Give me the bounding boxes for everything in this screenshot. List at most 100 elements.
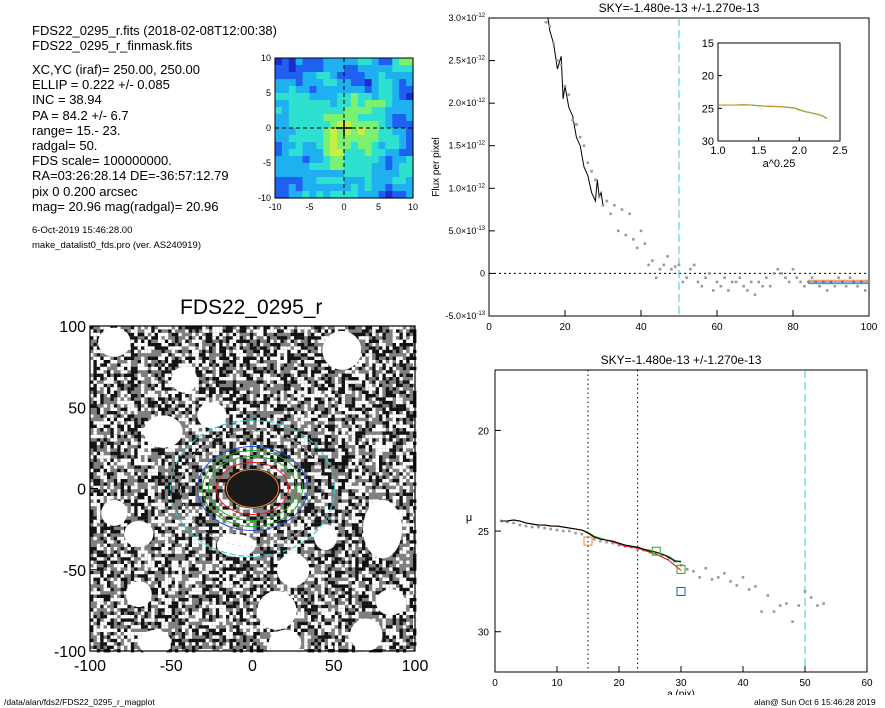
image-noise-pixel xyxy=(151,411,155,415)
image-noise-pixel xyxy=(209,543,213,547)
image-noise-pixel xyxy=(280,550,284,554)
image-noise-pixel xyxy=(178,441,182,445)
image-noise-pixel xyxy=(263,349,267,354)
image-noise-pixel xyxy=(270,628,274,632)
image-noise-pixel xyxy=(277,445,281,449)
image-noise-pixel xyxy=(195,421,199,425)
heatmap-cell xyxy=(302,100,311,108)
image-noise-pixel xyxy=(243,557,247,561)
image-noise-pixel xyxy=(338,492,342,496)
image-noise-pixel xyxy=(147,458,152,462)
image-noise-pixel xyxy=(341,618,345,622)
image-noise-pixel xyxy=(137,434,141,439)
image-noise-pixel xyxy=(144,329,148,333)
image-noise-pixel xyxy=(368,577,373,581)
image-noise-pixel xyxy=(277,530,281,534)
image-noise-pixel xyxy=(93,577,97,581)
image-noise-pixel xyxy=(283,336,288,340)
image-noise-pixel xyxy=(158,584,162,588)
image-noise-pixel xyxy=(389,625,393,629)
image-noise-pixel xyxy=(192,645,196,649)
image-noise-pixel xyxy=(127,332,131,337)
image-noise-pixel xyxy=(280,407,284,411)
heatmap-cell xyxy=(288,128,297,136)
heatmap-cell xyxy=(406,135,414,143)
image-noise-pixel xyxy=(130,349,135,354)
image-noise-pixel xyxy=(192,567,196,571)
heatmap-cell xyxy=(357,156,366,164)
image-noise-pixel xyxy=(362,482,366,486)
image-noise-pixel xyxy=(117,326,121,330)
image-noise-pixel xyxy=(300,519,305,524)
image-noise-pixel xyxy=(117,540,121,544)
image-noise-pixel xyxy=(328,567,332,571)
image-noise-pixel xyxy=(90,533,94,537)
image-noise-pixel xyxy=(379,417,383,422)
image-noise-pixel xyxy=(96,587,101,592)
image-noise-pixel xyxy=(399,441,403,445)
heatmap-cell xyxy=(406,65,414,73)
image-noise-pixel xyxy=(260,594,264,598)
image-noise-pixel xyxy=(311,540,315,544)
image-noise-pixel xyxy=(90,513,94,517)
image-noise-pixel xyxy=(209,394,213,398)
image-noise-pixel xyxy=(409,400,413,405)
image-noise-pixel xyxy=(314,353,318,357)
image-noise-pixel xyxy=(232,632,237,636)
image-noise-pixel xyxy=(134,567,138,571)
image-noise-pixel xyxy=(243,618,247,622)
image-noise-pixel xyxy=(409,343,413,347)
image-noise-pixel xyxy=(314,407,318,411)
image-noise-pixel xyxy=(219,424,223,428)
image-noise-pixel xyxy=(368,479,373,483)
image-noise-pixel xyxy=(348,621,352,626)
image-noise-pixel xyxy=(168,560,172,564)
image-noise-pixel xyxy=(297,441,301,445)
image-noise-pixel xyxy=(192,638,196,643)
image-noise-pixel xyxy=(229,567,233,571)
image-noise-pixel xyxy=(151,404,155,408)
heatmap-cell xyxy=(330,72,338,80)
image-noise-pixel xyxy=(168,635,172,639)
image-noise-pixel xyxy=(161,343,165,347)
image-noise-pixel xyxy=(406,438,410,442)
image-noise-pixel xyxy=(399,336,403,340)
image-noise-pixel xyxy=(215,547,220,551)
image-noise-pixel xyxy=(130,387,135,391)
image-noise-pixel xyxy=(328,465,332,469)
image-noise-pixel xyxy=(134,434,138,439)
image-noise-pixel xyxy=(341,458,345,462)
heatmap-cell xyxy=(344,156,352,164)
image-noise-pixel xyxy=(385,380,390,384)
image-noise-pixel xyxy=(307,506,311,510)
image-noise-pixel xyxy=(256,332,260,337)
image-noise-pixel xyxy=(215,632,220,636)
image-noise-pixel xyxy=(266,570,271,575)
image-noise-pixel xyxy=(110,621,114,626)
image-noise-pixel xyxy=(382,407,386,411)
image-noise-pixel xyxy=(287,329,291,333)
image-noise-pixel xyxy=(232,353,237,357)
image-noise-pixel xyxy=(100,326,104,330)
heatmap-cell xyxy=(371,135,380,143)
image-noise-pixel xyxy=(270,329,274,333)
image-noise-pixel xyxy=(311,618,315,622)
image-noise-pixel xyxy=(107,441,111,445)
image-noise-pixel xyxy=(96,482,101,486)
image-noise-pixel xyxy=(389,499,393,503)
image-noise-pixel xyxy=(358,499,362,503)
image-noise-pixel xyxy=(171,329,175,333)
image-noise-pixel xyxy=(192,492,196,496)
image-noise-pixel xyxy=(93,482,97,486)
image-noise-pixel xyxy=(188,326,192,330)
image-noise-pixel xyxy=(137,438,141,442)
image-noise-pixel xyxy=(362,604,366,609)
heatmap-cell xyxy=(295,128,304,136)
image-noise-pixel xyxy=(93,615,97,619)
heatmap-cell xyxy=(371,86,380,94)
heatmap-cell xyxy=(316,93,324,101)
image-noise-pixel xyxy=(212,455,216,459)
image-noise-pixel xyxy=(307,465,311,469)
image-noise-pixel xyxy=(178,591,182,595)
heatmap-cell xyxy=(385,121,393,129)
